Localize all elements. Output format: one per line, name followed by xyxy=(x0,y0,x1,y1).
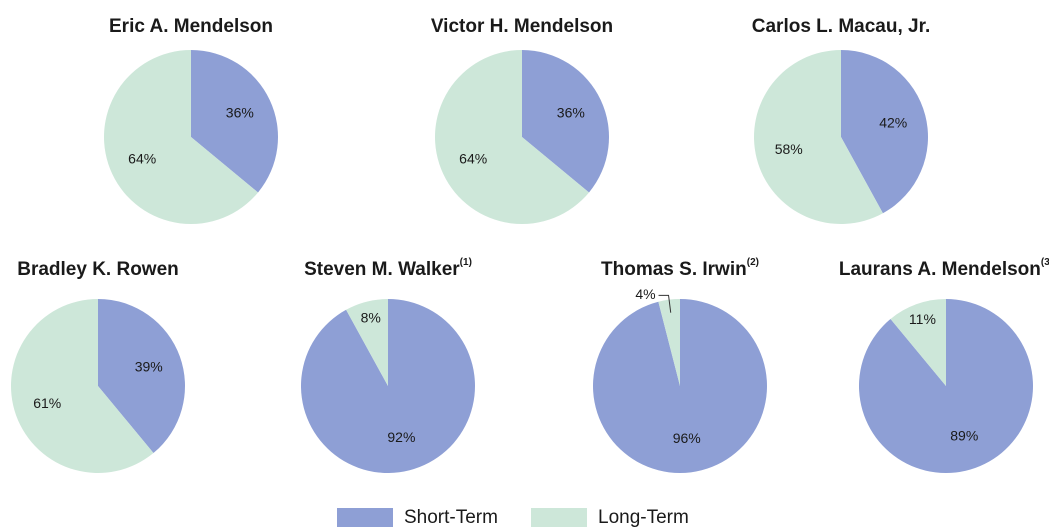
pie-title: Thomas S. Irwin(2) xyxy=(601,257,759,280)
data-label: 36% xyxy=(226,105,254,121)
pie-title-note: (2) xyxy=(747,257,759,268)
data-label: 36% xyxy=(557,105,585,121)
legend-label: Short-Term xyxy=(404,507,498,527)
pie-slice xyxy=(753,50,883,225)
pie-title-text: Bradley K. Rowen xyxy=(17,259,179,280)
leader-line xyxy=(658,294,672,313)
pie-title: Steven M. Walker(1) xyxy=(304,257,472,280)
pie-title-note: (3) xyxy=(1041,257,1049,268)
pie-slice xyxy=(890,299,946,386)
pie-slice xyxy=(98,299,185,454)
data-label: 89% xyxy=(950,427,978,443)
data-label: 11% xyxy=(909,311,936,327)
pie-slice xyxy=(191,50,278,193)
data-label: 96% xyxy=(673,430,701,446)
pie-title: Victor H. Mendelson xyxy=(431,16,613,37)
legend-swatch xyxy=(337,508,393,527)
pie-slice xyxy=(592,299,767,474)
pie-title: Carlos L. Macau, Jr. xyxy=(752,16,930,37)
pie-slice xyxy=(10,299,154,473)
pie-title-text: Carlos L. Macau, Jr. xyxy=(752,16,930,37)
pie-title-text: Eric A. Mendelson xyxy=(109,16,273,37)
pie-title: Eric A. Mendelson xyxy=(109,16,273,37)
pie-title: Bradley K. Rowen xyxy=(17,259,179,280)
pie-slice xyxy=(434,50,590,225)
pie-slice xyxy=(300,299,475,473)
pie-slice xyxy=(658,299,680,386)
legend-label: Long-Term xyxy=(598,507,689,527)
pie-title-text: Thomas S. Irwin xyxy=(601,259,747,280)
pie-title-text: Steven M. Walker xyxy=(304,259,460,280)
pie-title-note: (1) xyxy=(460,257,472,268)
pie-title: Laurans A. Mendelson(3) xyxy=(839,257,1049,280)
legend-swatch xyxy=(531,508,587,527)
pie-slice xyxy=(841,50,928,214)
data-label: 4% xyxy=(635,286,655,302)
data-label: 8% xyxy=(361,309,381,325)
pie-slice xyxy=(859,299,1034,473)
pie-title-text: Victor H. Mendelson xyxy=(431,16,613,37)
data-label: 64% xyxy=(128,151,156,167)
pie-slice xyxy=(522,50,609,193)
data-label: 64% xyxy=(459,151,487,167)
data-label: 39% xyxy=(135,358,163,374)
data-label: 92% xyxy=(387,429,415,445)
pie-slice xyxy=(103,50,259,225)
data-label: 58% xyxy=(775,141,803,157)
pie-slice xyxy=(346,299,388,386)
pie-title-text: Laurans A. Mendelson xyxy=(839,259,1041,280)
data-label: 42% xyxy=(879,114,907,130)
data-label: 61% xyxy=(33,395,61,411)
